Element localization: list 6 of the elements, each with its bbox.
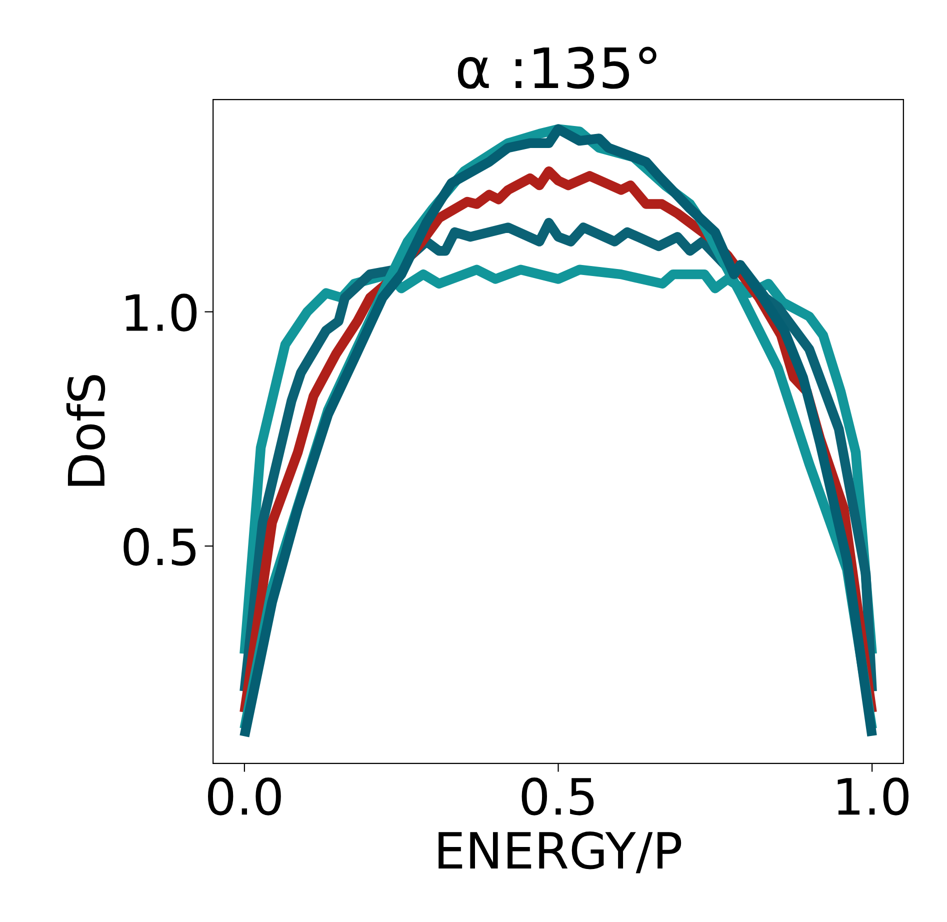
y-axis-title: DofS bbox=[66, 375, 106, 486]
chart-title: α :135° bbox=[458, 46, 656, 89]
x-axis-title: ENERGY/P bbox=[438, 831, 682, 874]
x-tick-label: 1.0 bbox=[838, 777, 908, 816]
x-tick-label: 0.5 bbox=[522, 777, 594, 816]
x-tick-label: 0.0 bbox=[208, 777, 281, 816]
